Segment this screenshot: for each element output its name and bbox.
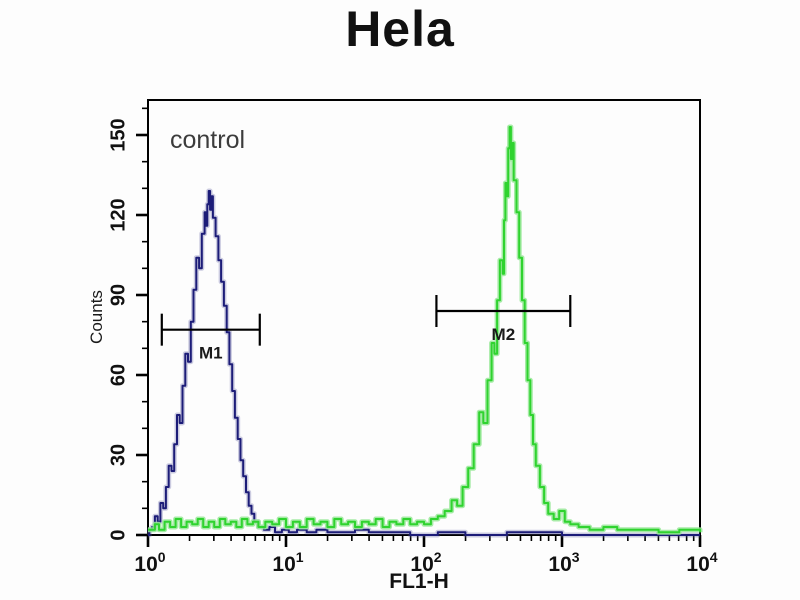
y-tick-label: 120 (107, 198, 129, 231)
y-tick-label: 150 (107, 118, 129, 151)
y-tick-label: 0 (107, 529, 129, 540)
series-green-curve (148, 126, 701, 534)
x-tick-label: 103 (548, 549, 579, 576)
marker-m2-label: M2 (492, 325, 516, 344)
y-tick-label: 90 (107, 284, 129, 306)
control-annotation: control (170, 126, 246, 154)
page-title: Hela (345, 1, 455, 57)
y-tick-label: 60 (107, 364, 129, 386)
y-tick-label: 30 (107, 444, 129, 466)
x-tick-label: 102 (410, 549, 441, 576)
plot-frame (147, 99, 701, 536)
series-blue-curve (148, 190, 700, 536)
marker-m1-label: M1 (199, 344, 223, 363)
x-tick-label: 101 (272, 549, 303, 576)
x-axis-label: FL1-H (389, 570, 449, 593)
y-axis-label: Counts (87, 290, 106, 344)
series-blue-glow (146, 188, 700, 538)
x-tick-label: 104 (686, 549, 717, 576)
x-tick-label: 100 (134, 549, 165, 576)
